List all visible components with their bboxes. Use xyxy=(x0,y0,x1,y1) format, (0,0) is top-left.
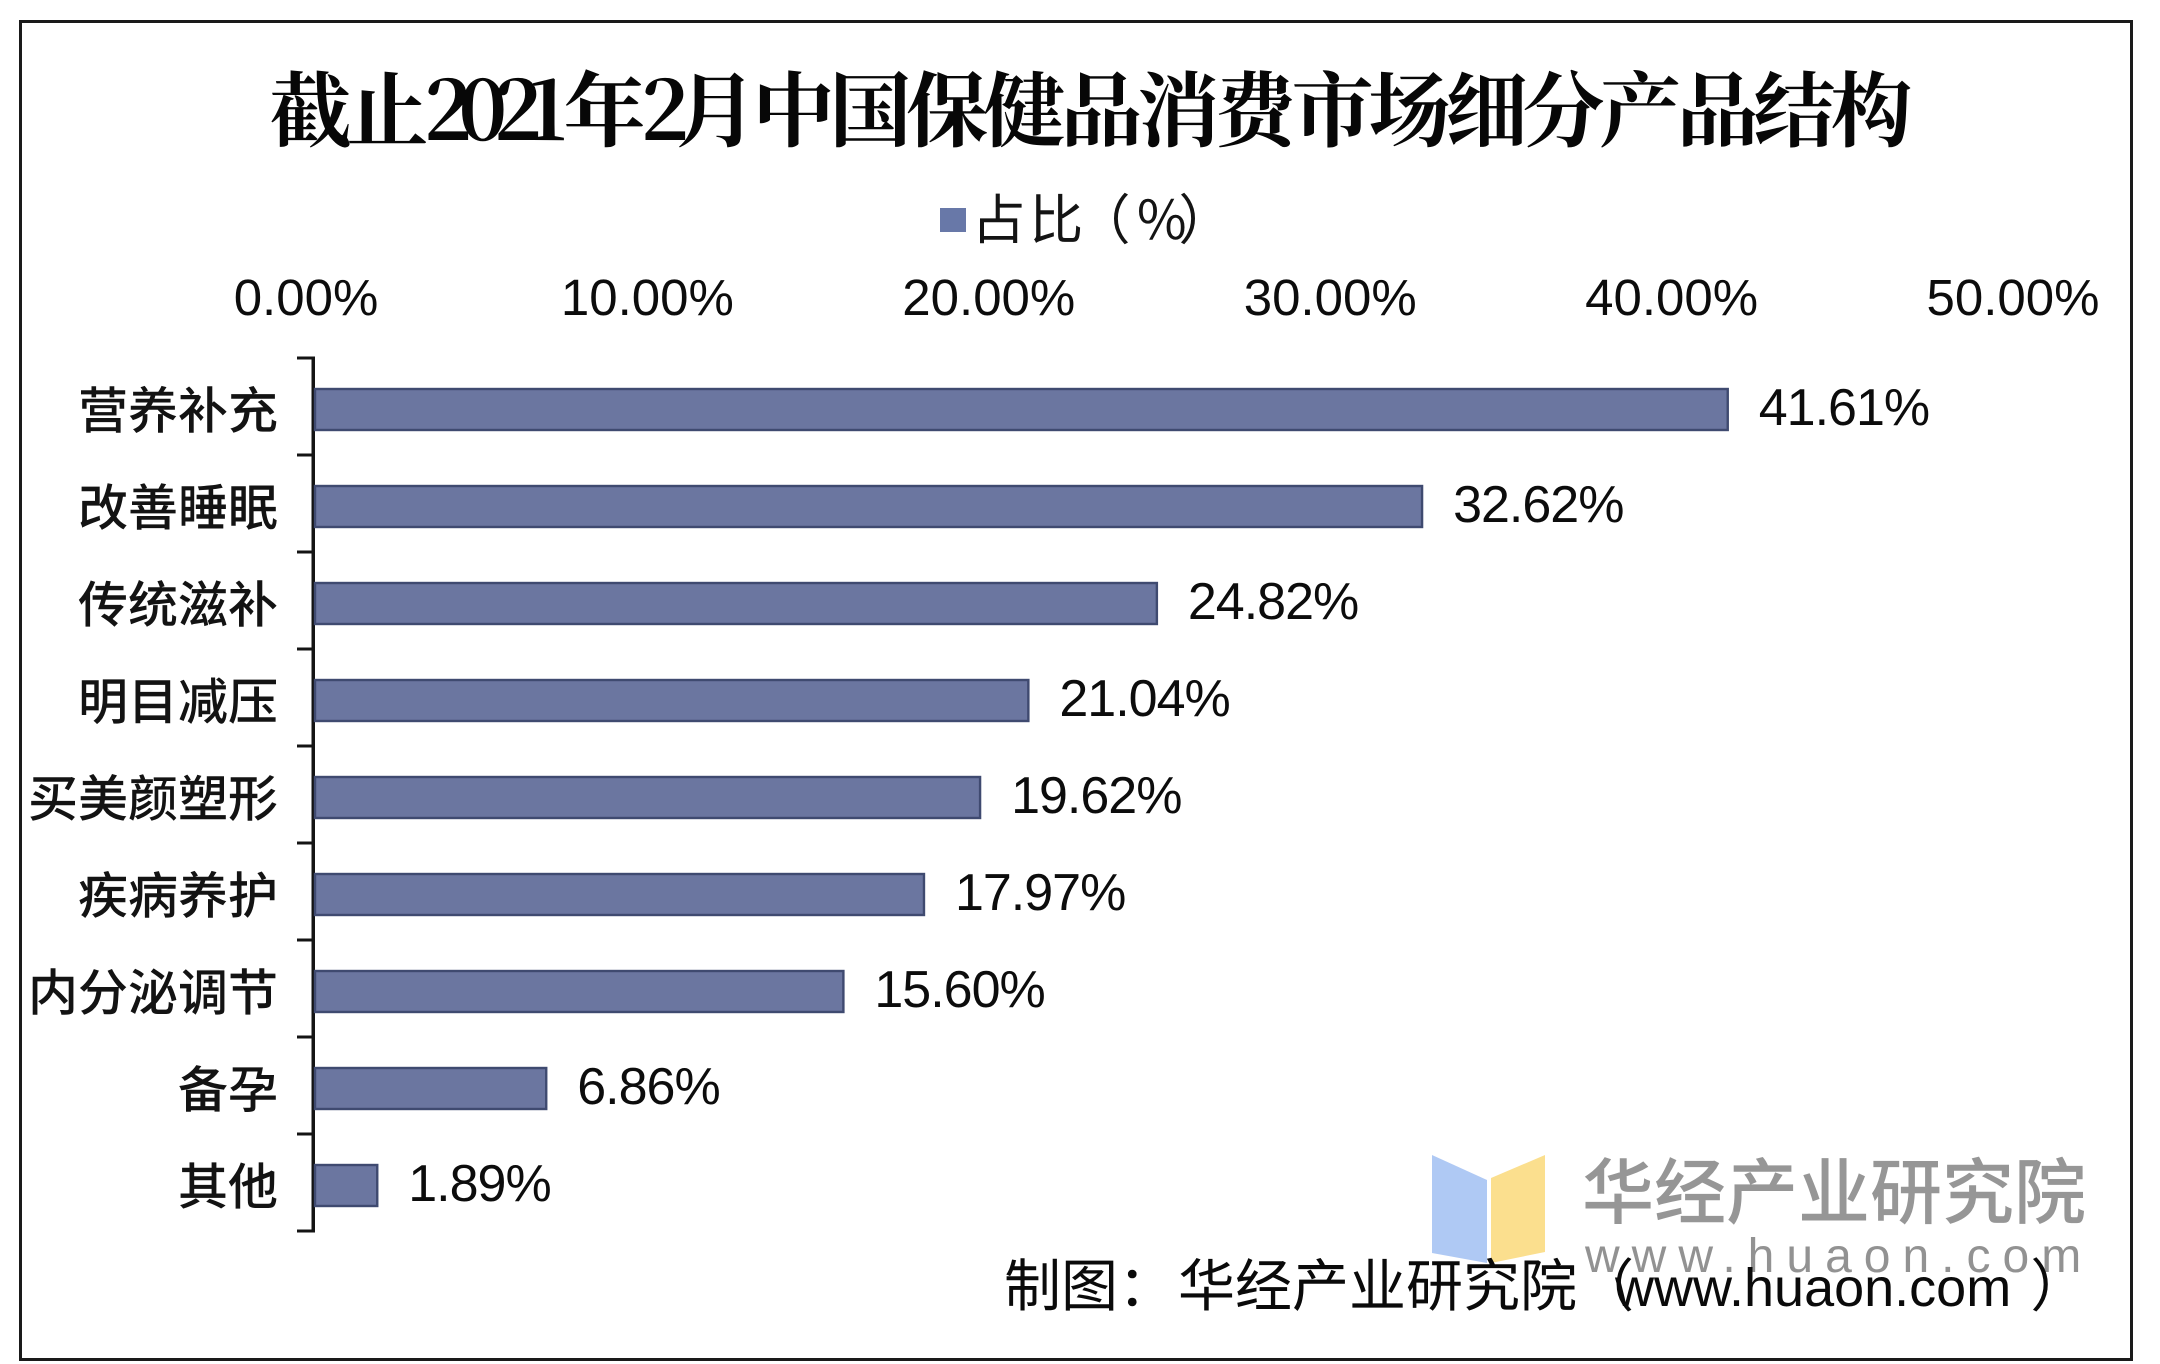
svg-text:40.00%: 40.00% xyxy=(1585,269,1758,326)
svg-text:15.60%: 15.60% xyxy=(874,961,1044,1019)
svg-text:www.huaon.com: www.huaon.com xyxy=(1614,1258,2011,1318)
svg-text:32.62%: 32.62% xyxy=(1453,476,1623,534)
svg-text:24.82%: 24.82% xyxy=(1188,573,1358,631)
svg-text:30.00%: 30.00% xyxy=(1244,269,1417,326)
svg-text:41.61%: 41.61% xyxy=(1759,379,1929,437)
svg-text:50.00%: 50.00% xyxy=(1927,269,2100,326)
svg-text:www.huaon.com: www.huaon.com xyxy=(1584,1230,2093,1283)
svg-text:1.89%: 1.89% xyxy=(408,1155,550,1213)
svg-text:6.86%: 6.86% xyxy=(577,1058,719,1116)
svg-text:20.00%: 20.00% xyxy=(902,269,1075,326)
svg-text:0.00%: 0.00% xyxy=(234,269,379,326)
svg-text:19.62%: 19.62% xyxy=(1011,767,1181,825)
svg-text:17.97%: 17.97% xyxy=(955,864,1125,922)
svg-text:21.04%: 21.04% xyxy=(1059,670,1229,728)
svg-text:10.00%: 10.00% xyxy=(561,269,734,326)
